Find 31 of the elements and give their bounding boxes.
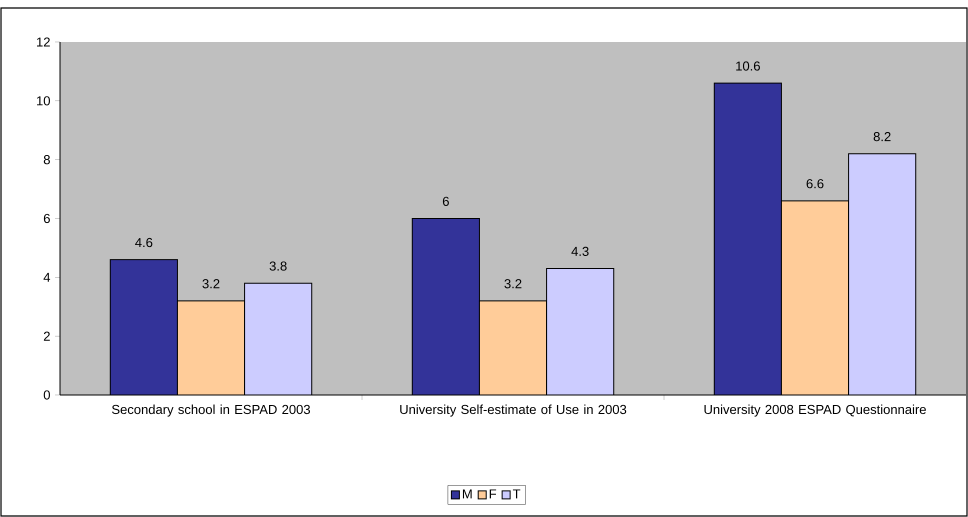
bar (714, 82, 782, 395)
data-label: 8.2 (874, 132, 891, 142)
x-tick-label: University 2008 ESPAD Questionnaire (704, 404, 926, 417)
y-tick-label: 0 (44, 390, 50, 400)
data-label: 10.6 (736, 61, 760, 71)
y-tick-label: 10 (37, 96, 50, 106)
y-tick-label: 6 (44, 214, 50, 224)
bar (780, 200, 850, 395)
y-tick-label: 12 (37, 37, 50, 47)
data-label: 3.8 (270, 261, 287, 271)
legend-label: M (462, 489, 472, 498)
data-label: 4.3 (571, 246, 589, 256)
bar (546, 268, 614, 395)
bar (110, 260, 178, 395)
y-tick-label: 8 (44, 155, 50, 164)
y-tick-label: 4 (44, 272, 50, 282)
data-label: 3.2 (504, 279, 522, 288)
bar (244, 283, 312, 395)
y-tick-label: 2 (44, 332, 50, 341)
legend-label: T (512, 489, 520, 498)
data-label: 4.6 (135, 238, 152, 248)
x-tick-label: University Self-estimate of Use in 2003 (400, 404, 626, 417)
bar (177, 300, 245, 395)
x-tick-label: Secondary school in ESPAD 2003 (112, 404, 310, 417)
bar (848, 153, 916, 395)
data-label: 6 (442, 196, 449, 206)
legend-label: F (490, 489, 496, 498)
bar (412, 218, 480, 395)
data-label: 6.6 (806, 179, 824, 188)
bar (479, 300, 547, 395)
data-label: 3.2 (202, 279, 220, 288)
